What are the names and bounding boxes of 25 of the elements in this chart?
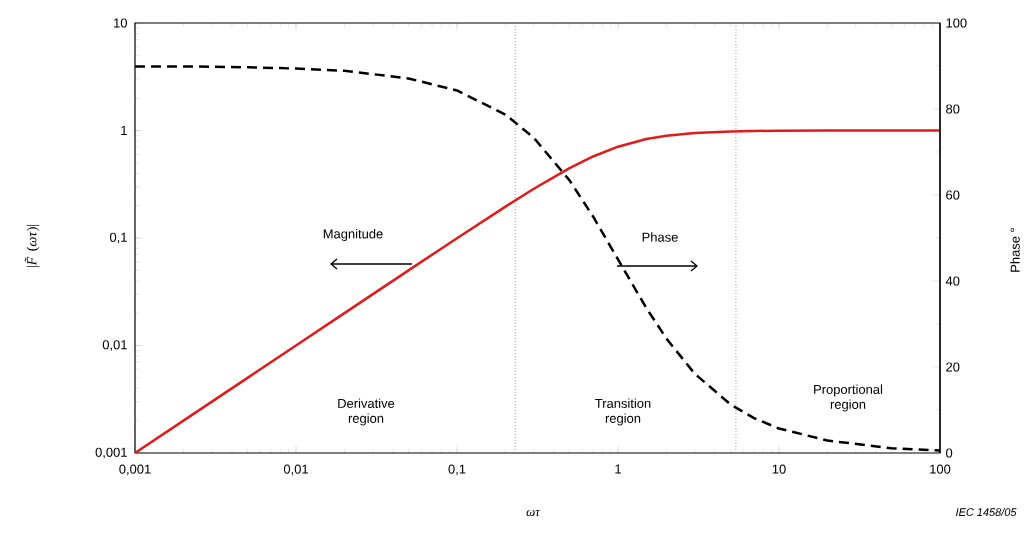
x-tick-label: 100 [930,464,951,474]
y-tick-label: 0,1 [109,232,127,244]
x-tick-label: 10 [772,464,786,474]
text: IEC 1458/05 [955,507,1017,517]
y2-axis-title: Phase ° [1010,228,1020,272]
annotation: Transition region [595,398,651,426]
y-tick-label: 10 [114,18,127,28]
y2-tick-label: 0 [946,448,953,458]
annotation: Proportional region [814,384,883,412]
annotation: Phase [642,232,678,242]
y2-tick-label: 60 [946,190,960,200]
x-tick-label: 0,01 [283,464,308,476]
y-tick-label: 1 [121,126,127,135]
y2-tick-label: 40 [945,276,960,286]
y-tick-label: 0,001 [95,447,127,459]
y2-tick-label: 80 [946,104,960,114]
x-tick-label: 0,1 [448,464,466,476]
y-tick-label: 0,01 [102,340,127,351]
y-axis-title: |F̃(ωτ)| [24,224,40,268]
x-axis-title: ωτ [526,509,541,517]
y2-tick-label: 100 [946,18,967,28]
annotation: Magnitude [323,228,383,242]
x-tick-label: 1 [615,464,621,474]
annotation: Derivative region [338,398,395,426]
y2-tick-label: 20 [946,362,960,372]
